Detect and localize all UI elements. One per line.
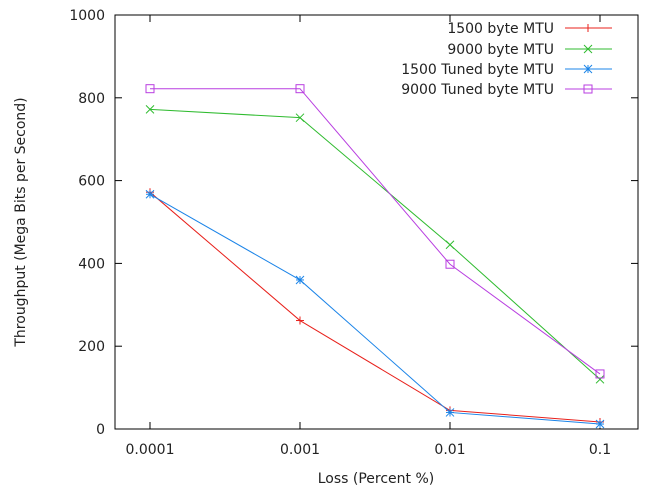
y-axis: 0 200 400 600 800 1000: [69, 8, 638, 438]
x-tick-label: 0.0001: [126, 442, 175, 458]
y-axis-label: Throughput (Mega Bits per Second): [13, 97, 29, 347]
data-point: [145, 105, 155, 114]
legend-marker: [583, 44, 593, 54]
series-line: [149, 191, 601, 423]
legend-label: 1500 byte MTU: [447, 21, 554, 37]
legend-item: 1500 byte MTU: [447, 21, 612, 37]
data-point: [145, 189, 155, 199]
data-point: [145, 84, 155, 94]
legend: 1500 byte MTU 9000 byte MTU 1500 Tuned byt…: [401, 21, 612, 98]
x-tick-label: 0.01: [434, 442, 465, 458]
x-tick-label: 0.1: [589, 442, 611, 458]
series-1: [146, 188, 604, 426]
data-point: [295, 113, 305, 123]
series-line: [149, 108, 601, 380]
series-2: [145, 105, 605, 384]
legend-item: 9000 byte MTU: [447, 42, 612, 58]
series-line: [150, 88, 601, 375]
y-tick-label: 400: [78, 256, 105, 272]
legend-item: 1500 Tuned byte MTU: [401, 62, 612, 78]
data-point: [445, 259, 455, 269]
series-3: [145, 189, 605, 429]
data-point: [445, 408, 455, 417]
data-point: [445, 240, 455, 250]
y-tick-label: 200: [78, 339, 105, 355]
legend-label: 1500 Tuned byte MTU: [401, 62, 554, 78]
y-tick-label: 1000: [69, 8, 105, 24]
y-tick-label: 800: [78, 91, 105, 107]
y-tick-label: 600: [78, 174, 105, 190]
legend-label: 9000 Tuned byte MTU: [401, 82, 554, 98]
data-point: [296, 316, 304, 325]
x-axis-label: Loss (Percent %): [318, 471, 435, 487]
series-4: [145, 84, 605, 379]
legend-marker: [583, 84, 593, 94]
series-layer: [145, 84, 605, 429]
legend-marker: [584, 24, 592, 32]
y-tick-label: 0: [96, 422, 105, 438]
series-line: [149, 193, 601, 425]
legend-marker: [583, 64, 593, 74]
x-tick-label: 0.001: [280, 442, 320, 458]
data-point: [295, 84, 305, 94]
data-point: [295, 275, 305, 285]
legend-label: 9000 byte MTU: [447, 42, 554, 58]
data-point: [595, 369, 605, 379]
data-point: [595, 374, 605, 384]
plot-frame: [114, 14, 639, 430]
legend-item: 9000 Tuned byte MTU: [401, 82, 612, 98]
data-point: [595, 419, 605, 429]
